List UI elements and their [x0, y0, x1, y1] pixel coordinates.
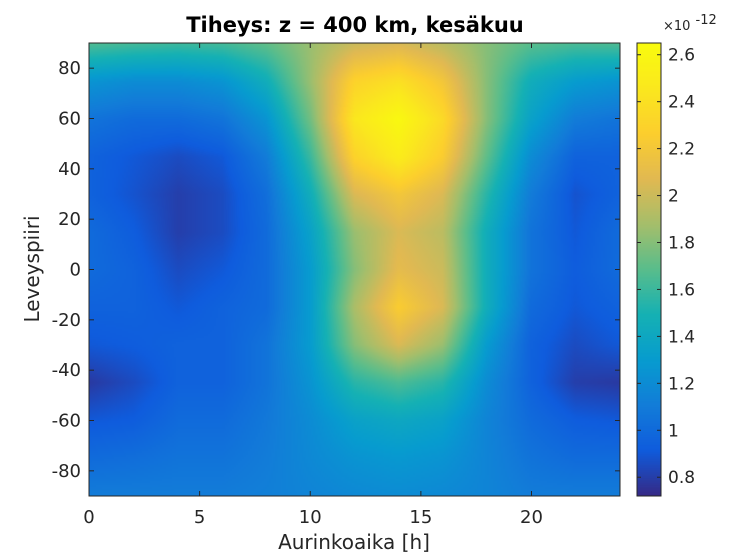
- colorbar-frame: [636, 42, 662, 497]
- y-tick-label: 80: [58, 58, 81, 79]
- y-tick-label: -60: [52, 411, 81, 432]
- colorbar-tick-label: 1: [668, 421, 679, 441]
- y-axis: -80 -60 -40 -20 0 20 40 60 80: [52, 58, 620, 482]
- x-tick-label: 15: [409, 507, 432, 528]
- colorbar-exponent: ×10 -12: [663, 13, 717, 34]
- x-tick-label: 20: [520, 507, 543, 528]
- colorbar: 0.8 1 1.2 1.4 1.6 1.8 2 2.2 2.4 2.6 ×10 -12: [636, 13, 717, 497]
- colorbar-exponent-base: ×10: [663, 19, 690, 34]
- y-tick-label: -80: [52, 461, 81, 482]
- colorbar-tick-label: 1.4: [668, 327, 695, 347]
- y-tick-label: -20: [52, 310, 81, 331]
- colorbar-tick-label: 1.2: [668, 374, 695, 394]
- chart-title: Tiheys: z = 400 km, kesäkuu: [186, 13, 524, 37]
- colorbar-tick-label: 2.6: [668, 46, 695, 66]
- x-tick-label: 5: [194, 507, 205, 528]
- heatmap-image: [89, 43, 620, 496]
- colorbar-gradient: [637, 43, 661, 496]
- y-tick-label: 20: [58, 209, 81, 230]
- colorbar-tick-label: 2.2: [668, 140, 695, 160]
- y-tick-label: 40: [58, 159, 81, 180]
- y-tick-label: -40: [52, 360, 81, 381]
- x-tick-label: 0: [83, 507, 94, 528]
- y-tick-label: 60: [58, 109, 81, 130]
- colorbar-tick-label: 1.6: [668, 280, 695, 300]
- colorbar-tick-label: 2.4: [668, 93, 695, 113]
- heatmap-plot-area: [88, 42, 621, 497]
- colorbar-tick-label: 2: [668, 187, 679, 207]
- colorbar-tick-label: 1.8: [668, 234, 695, 254]
- x-axis: 0 5 10 15 20: [83, 43, 543, 528]
- y-axis-label: Leveyspiiri: [20, 215, 44, 322]
- x-axis-label: Aurinkoaika [h]: [278, 530, 430, 554]
- y-tick-label: 0: [70, 260, 81, 281]
- colorbar-ticks: 0.8 1 1.2 1.4 1.6 1.8 2 2.2 2.4 2.6: [637, 46, 695, 488]
- colorbar-tick-label: 0.8: [668, 468, 695, 488]
- x-tick-label: 10: [299, 507, 322, 528]
- colorbar-exponent-power: -12: [696, 13, 717, 28]
